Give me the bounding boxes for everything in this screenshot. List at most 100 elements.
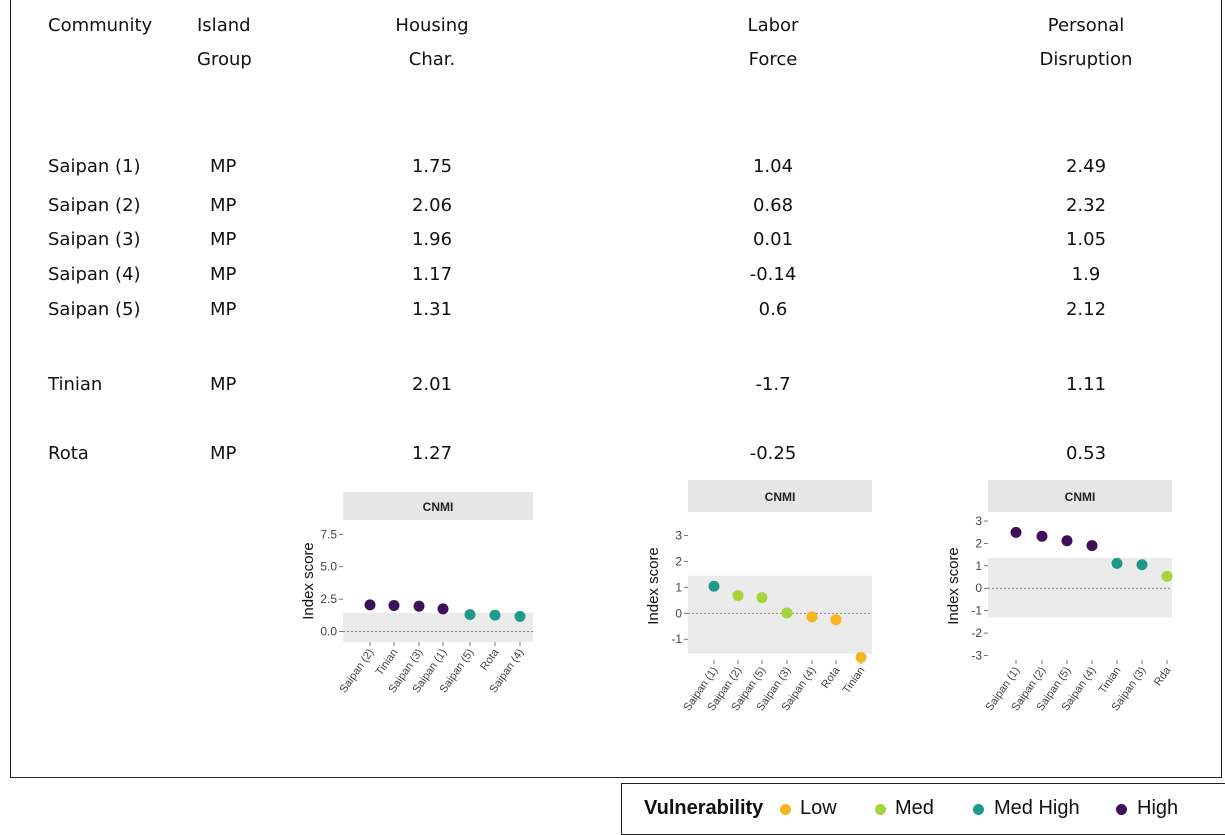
column-header: Community	[48, 9, 152, 43]
cell-labor: -0.25	[749, 443, 797, 464]
y-tick-label: -3	[971, 649, 982, 663]
reference-band	[343, 612, 533, 642]
data-point	[855, 651, 867, 663]
facet-strip	[343, 492, 533, 520]
facet-strip	[688, 480, 872, 512]
facet-title: CNMI	[765, 490, 796, 504]
cell-disruption: 0.53	[1065, 443, 1107, 464]
header-line: Group	[197, 49, 252, 70]
data-point	[781, 607, 793, 619]
y-axis-label: Index score	[300, 542, 317, 620]
data-point	[489, 609, 501, 621]
data-point	[1111, 557, 1123, 569]
cell-group: MP	[210, 374, 237, 395]
y-tick-label: 0	[675, 606, 682, 620]
x-tick-label: Rda	[1152, 664, 1174, 688]
cell-disruption: 2.12	[1065, 299, 1107, 320]
data-point	[1086, 540, 1098, 552]
cell-group: MP	[210, 195, 237, 216]
cell-community: Rota	[48, 443, 89, 464]
data-point	[756, 592, 768, 604]
cell-labor: 0.01	[752, 229, 794, 250]
column-header: Personal Disruption	[1006, 9, 1166, 77]
data-point	[708, 580, 720, 592]
y-tick-label: -1	[971, 604, 982, 618]
data-point	[388, 600, 400, 612]
facet-title: CNMI	[1065, 490, 1096, 504]
data-point	[1010, 526, 1022, 538]
data-point	[1061, 535, 1073, 547]
legend-dot-med-high	[973, 804, 984, 815]
cell-labor: 1.04	[752, 156, 794, 177]
cell-disruption: 2.49	[1065, 156, 1107, 177]
cell-community: Saipan (2)	[48, 195, 141, 216]
cell-labor: -1.7	[755, 374, 791, 395]
y-tick-label: 2	[675, 554, 682, 568]
header-line: Force	[748, 49, 798, 70]
cell-group: MP	[210, 443, 237, 464]
column-header: Island Group	[197, 9, 252, 77]
cell-community: Saipan (1)	[48, 156, 141, 177]
data-point	[464, 609, 476, 621]
cell-housing: 1.96	[411, 229, 453, 250]
cell-disruption: 1.9	[1071, 264, 1101, 285]
legend-dot-low	[780, 804, 791, 815]
x-tick-label: Rota	[819, 664, 843, 691]
data-point	[806, 611, 818, 623]
header-line: Disruption	[1039, 49, 1133, 70]
data-point	[1136, 559, 1148, 571]
x-tick-label: Tinian	[841, 665, 868, 696]
cell-housing: 1.17	[411, 264, 453, 285]
legend-title: Vulnerability	[644, 797, 764, 819]
data-point	[437, 603, 449, 615]
cell-housing: 1.27	[411, 443, 453, 464]
header-line: Char.	[408, 49, 456, 70]
cell-group: MP	[210, 156, 237, 177]
header-line: Personal	[1047, 15, 1125, 36]
legend-dot-high	[1116, 804, 1127, 815]
y-tick-label: 0	[975, 581, 982, 595]
legend-label-med: Med	[895, 797, 934, 819]
cell-housing: 2.06	[411, 195, 453, 216]
cell-disruption: 1.05	[1065, 229, 1107, 250]
y-tick-label: 3	[975, 514, 982, 528]
cell-labor: 0.68	[752, 195, 794, 216]
column-header: Housing Char.	[362, 9, 502, 77]
y-tick-label: -2	[971, 626, 982, 640]
cell-group: MP	[210, 299, 237, 320]
table-frame	[10, 0, 1222, 778]
header-line: Island	[197, 15, 251, 36]
legend-label-high: High	[1137, 797, 1179, 819]
data-point	[413, 600, 425, 612]
y-tick-label: 1	[675, 580, 682, 594]
x-tick-label: Rota	[478, 646, 502, 673]
legend-dot-med	[875, 804, 886, 815]
cell-community: Saipan (4)	[48, 264, 141, 285]
x-tick-label: Saipan (2)	[338, 647, 377, 695]
cell-housing: 1.31	[411, 299, 453, 320]
y-tick-label: 2	[975, 536, 982, 550]
legend-label-med-high: Med High	[994, 797, 1080, 819]
cell-labor: 0.6	[758, 299, 788, 320]
cell-labor: -0.14	[749, 264, 797, 285]
y-tick-label: 2.5	[320, 592, 337, 606]
legend-label-low: Low	[800, 797, 837, 819]
cell-community: Saipan (5)	[48, 299, 141, 320]
facet-title: CNMI	[423, 500, 454, 514]
y-tick-label: 0.0	[320, 625, 337, 639]
cell-community: Tinian	[48, 374, 103, 395]
y-tick-label: 3	[675, 528, 682, 542]
header-line: Labor	[747, 15, 799, 36]
vulnerability-legend: Vulnerability Low Med Med High High	[621, 783, 1225, 835]
y-tick-label: 5.0	[320, 560, 337, 574]
cell-community: Saipan (3)	[48, 229, 141, 250]
y-tick-label: 1	[975, 559, 982, 573]
data-point	[514, 610, 526, 622]
y-tick-label: -1	[671, 632, 682, 646]
data-point	[1036, 530, 1048, 542]
cell-housing: 1.75	[411, 156, 453, 177]
data-point	[732, 590, 744, 602]
